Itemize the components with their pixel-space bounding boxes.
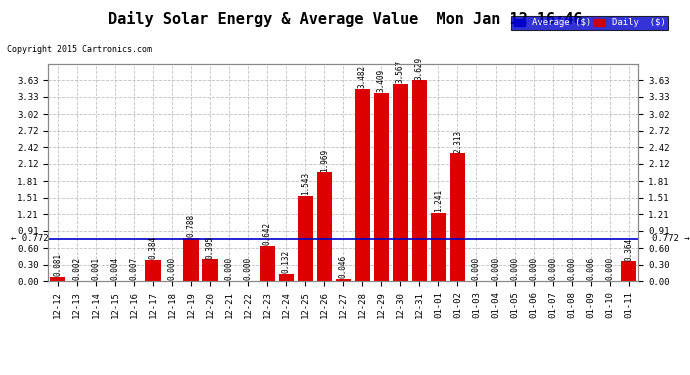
Bar (393, 84, 408, 281)
Legend: Average ($), Daily  ($): Average ($), Daily ($) (511, 16, 668, 30)
Text: 3.567: 3.567 (396, 60, 405, 83)
Bar (50, 277, 66, 281)
Text: Daily Solar Energy & Average Value  Mon Jan 12 16:46: Daily Solar Energy & Average Value Mon J… (108, 11, 582, 27)
Text: 0.001: 0.001 (91, 257, 100, 280)
Bar (374, 93, 389, 281)
Text: 1.969: 1.969 (319, 148, 328, 172)
Bar (279, 274, 294, 281)
Bar (335, 279, 351, 281)
Bar (431, 213, 446, 281)
Text: 3.629: 3.629 (415, 57, 424, 80)
Text: 2.313: 2.313 (453, 129, 462, 153)
Text: 0.007: 0.007 (130, 257, 139, 280)
Text: 0.000: 0.000 (224, 257, 234, 280)
Bar (202, 260, 217, 281)
Text: 0.132: 0.132 (282, 250, 290, 273)
Text: 0.046: 0.046 (339, 255, 348, 278)
Text: 0.364: 0.364 (624, 237, 633, 261)
Text: 0.395: 0.395 (206, 236, 215, 259)
Bar (355, 88, 370, 281)
Text: 3.409: 3.409 (377, 69, 386, 92)
Text: 0.000: 0.000 (529, 257, 538, 280)
Text: 0.000: 0.000 (567, 257, 576, 280)
Text: 0.000: 0.000 (548, 257, 557, 280)
Text: 0.004: 0.004 (110, 257, 119, 280)
Bar (450, 153, 465, 281)
Text: 0.000: 0.000 (605, 257, 614, 280)
Text: 0.000: 0.000 (168, 257, 177, 280)
Bar (621, 261, 636, 281)
Text: 1.543: 1.543 (301, 172, 310, 195)
Text: 3.482: 3.482 (358, 65, 367, 88)
Text: 0.000: 0.000 (472, 257, 481, 280)
Text: 0.788: 0.788 (186, 214, 195, 237)
Bar (412, 80, 427, 281)
Text: 0.642: 0.642 (263, 222, 272, 245)
Bar (317, 172, 332, 281)
Text: 0.772 →: 0.772 → (651, 234, 689, 243)
Bar (297, 196, 313, 281)
Text: 0.002: 0.002 (72, 257, 81, 280)
Text: 1.241: 1.241 (434, 189, 443, 212)
Text: 0.000: 0.000 (244, 257, 253, 280)
Bar (146, 260, 161, 281)
Text: Copyright 2015 Cartronics.com: Copyright 2015 Cartronics.com (7, 45, 152, 54)
Text: 0.006: 0.006 (586, 257, 595, 280)
Bar (259, 246, 275, 281)
Text: 0.384: 0.384 (148, 236, 157, 260)
Bar (184, 238, 199, 281)
Text: 0.000: 0.000 (491, 257, 500, 280)
Text: 0.000: 0.000 (510, 257, 519, 280)
Text: 0.081: 0.081 (53, 253, 62, 276)
Text: ← 0.772: ← 0.772 (10, 234, 48, 243)
